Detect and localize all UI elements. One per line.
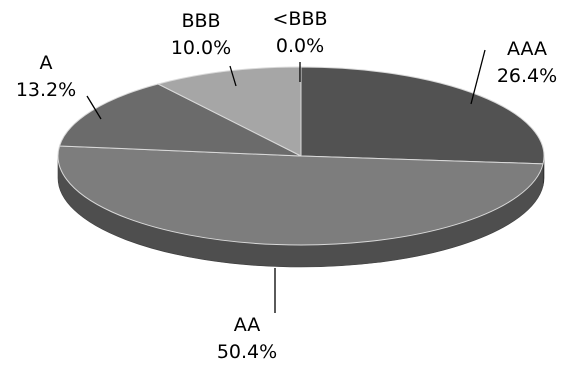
label-below-bbb-name: <BBB — [272, 8, 327, 30]
label-a-value: 13.2% — [16, 79, 76, 101]
leader-line-aaa — [470, 49, 486, 105]
pie-slice-aa — [57, 145, 544, 246]
pie-slice-a — [59, 83, 302, 157]
pie-slices — [57, 66, 545, 246]
pie-slice-bbb — [157, 66, 302, 157]
label-aa-name: AA — [234, 314, 261, 336]
label-aa-value: 50.4% — [217, 341, 277, 363]
leader-lines — [86, 49, 486, 313]
slice-labels: AAA 26.4% AA 50.4% A 13.2% BBB 10.0% <BB… — [16, 8, 557, 363]
pie-slice-aaa — [300, 66, 545, 165]
label-below-bbb-value: 0.0% — [276, 35, 324, 57]
label-aaa-name: AAA — [507, 38, 547, 60]
label-aaa-value: 26.4% — [497, 65, 557, 87]
leader-line-a — [86, 95, 102, 120]
label-bbb-value: 10.0% — [171, 37, 231, 59]
label-a-name: A — [40, 52, 53, 74]
leader-line-bbb — [229, 65, 237, 87]
label-bbb-name: BBB — [181, 10, 220, 32]
